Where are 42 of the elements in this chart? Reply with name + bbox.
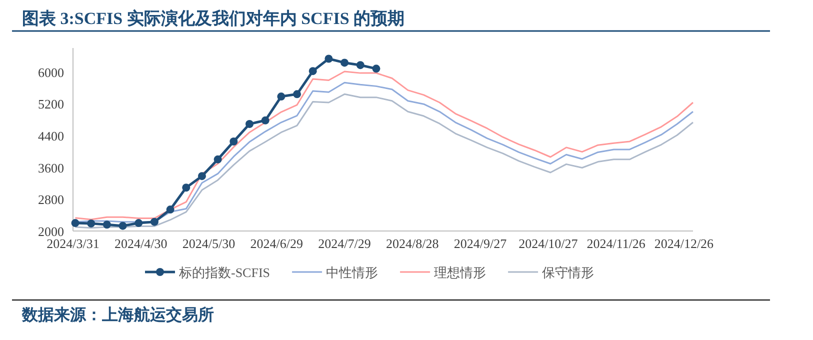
point — [324, 54, 333, 63]
source-note: 数据来源：上海航运交易所 — [21, 305, 214, 324]
point — [71, 219, 80, 228]
point — [277, 92, 286, 101]
x-tick-label: 2024/6/29 — [250, 236, 304, 251]
y-tick-label: 6000 — [38, 64, 64, 80]
point — [166, 206, 174, 214]
x-tick-label: 2024/9/27 — [454, 236, 508, 251]
point — [102, 220, 111, 229]
point — [182, 184, 190, 192]
point — [118, 222, 127, 230]
point — [134, 219, 143, 228]
point — [198, 172, 206, 180]
point — [340, 58, 349, 67]
point — [308, 67, 317, 76]
y-tick-label: 3600 — [38, 160, 64, 176]
x-tick-label: 2024/5/30 — [182, 236, 236, 251]
point — [87, 219, 96, 228]
x-tick-label: 2024/4/30 — [114, 236, 168, 251]
x-tick-label: 2024/10/27 — [518, 236, 578, 251]
y-tick-label: 5200 — [38, 96, 64, 112]
y-tick-label: 2800 — [38, 192, 64, 208]
legend-label: 标的指数-SCFIS — [178, 265, 270, 280]
point — [293, 90, 302, 98]
point — [245, 120, 254, 128]
x-tick-label: 2024/12/26 — [654, 236, 714, 251]
x-tick-label: 2024/3/31 — [46, 236, 100, 251]
point — [261, 116, 270, 124]
legend-label: 保守情形 — [542, 265, 594, 280]
legend-label: 中性情形 — [326, 265, 378, 280]
chart-title: 图表 3:SCFIS 实际演化及我们对年内 SCFIS 的预期 — [22, 9, 405, 28]
x-tick-label: 2024/7/29 — [318, 236, 371, 251]
x-tick-label: 2024/11/26 — [586, 236, 646, 251]
point — [230, 137, 238, 146]
point — [214, 155, 222, 164]
point — [150, 218, 158, 226]
point — [372, 64, 380, 73]
x-tick-label: 2024/8/28 — [386, 236, 439, 251]
y-tick-label: 2000 — [38, 224, 64, 239]
legend-label: 理想情形 — [434, 265, 486, 280]
y-tick-label: 4400 — [38, 128, 64, 144]
point — [356, 61, 364, 70]
